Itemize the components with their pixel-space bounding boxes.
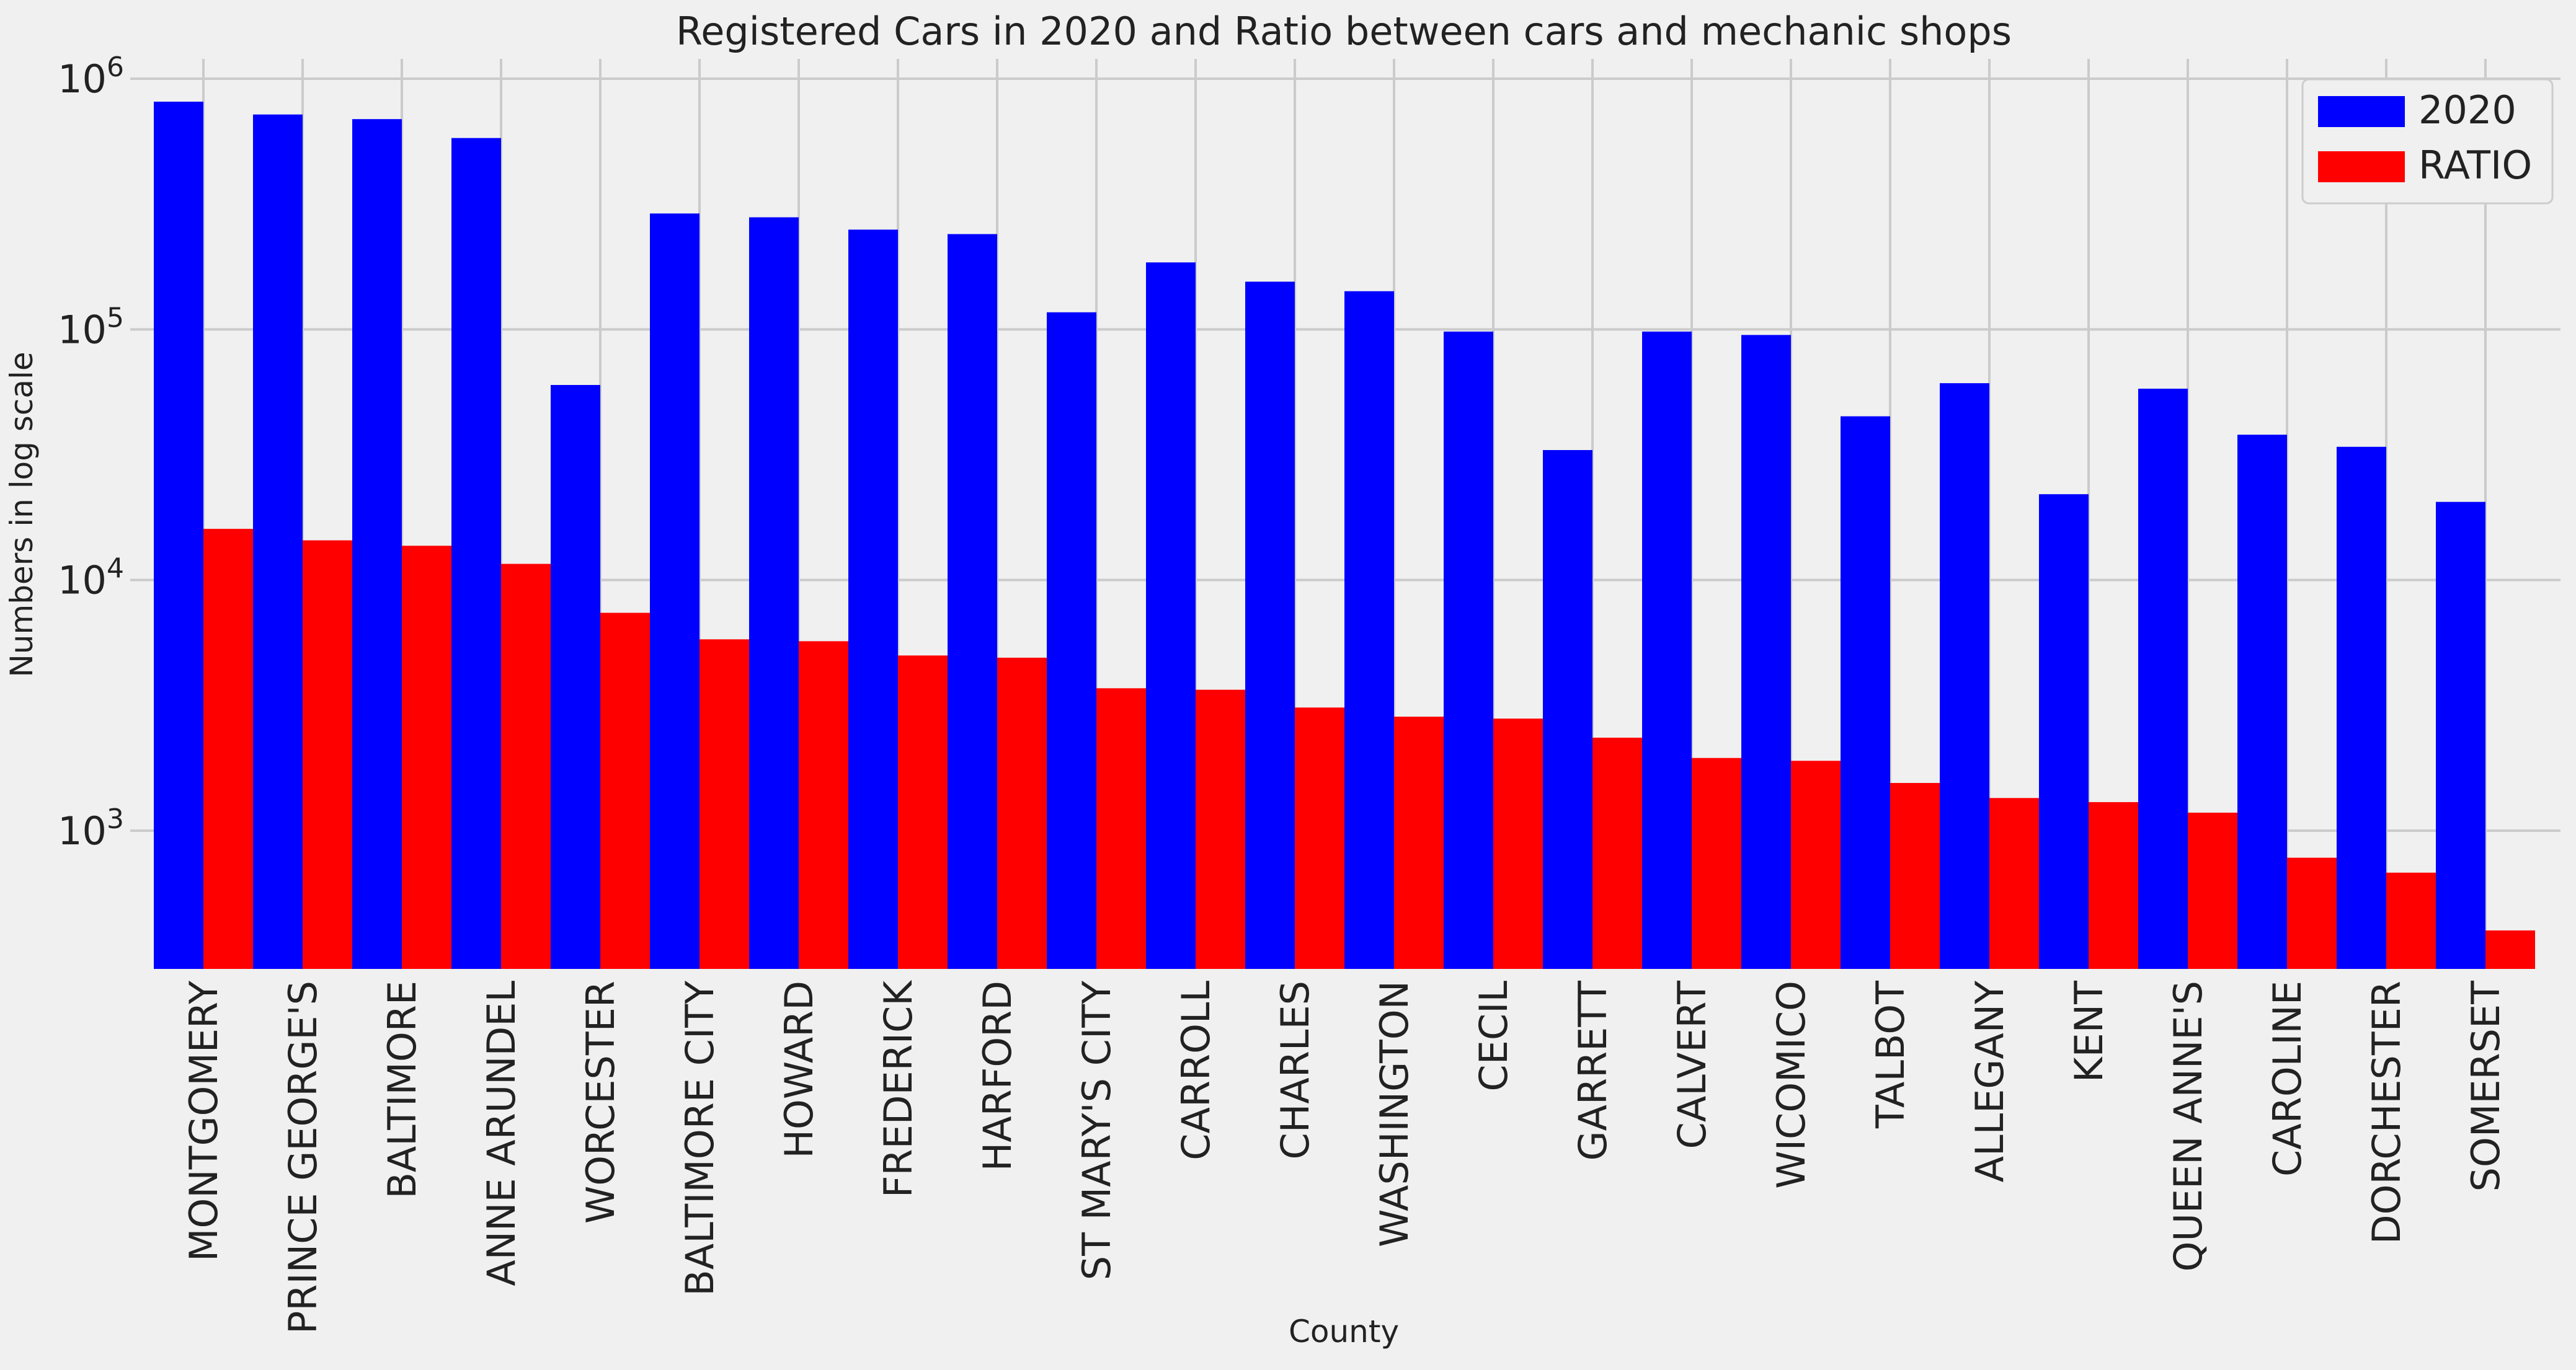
bar-series1 bbox=[352, 119, 402, 969]
x-tick-label: BALTIMORE bbox=[380, 981, 425, 1199]
y-tick-label: 104 bbox=[58, 553, 124, 603]
bar-series1 bbox=[1344, 291, 1394, 970]
x-tick-label: ST MARY'S CITY bbox=[1074, 981, 1119, 1280]
x-tick-label: WICOMICO bbox=[1769, 981, 1814, 1189]
legend-label: 2020 bbox=[2418, 87, 2516, 133]
bar-series1 bbox=[2237, 435, 2287, 969]
x-tick-label: WASHINGTON bbox=[1372, 981, 1417, 1247]
bar-series2 bbox=[600, 612, 650, 969]
x-axis-label: County bbox=[1289, 1314, 1399, 1350]
bar-series1 bbox=[2138, 388, 2188, 969]
x-tick-label: TALBOT bbox=[1868, 980, 1913, 1129]
bar-series1 bbox=[154, 102, 203, 969]
bar-series2 bbox=[997, 657, 1047, 969]
bar-series2 bbox=[1989, 798, 2039, 969]
bars bbox=[154, 102, 2535, 970]
x-tick-label: BALTIMORE CITY bbox=[677, 981, 722, 1296]
bar-series1 bbox=[2039, 494, 2089, 969]
y-axis-label: Numbers in log scale bbox=[4, 351, 40, 677]
x-tick-label: HOWARD bbox=[776, 981, 822, 1159]
bar-series2 bbox=[799, 641, 848, 969]
chart-title: Registered Cars in 2020 and Ratio betwee… bbox=[676, 9, 2012, 54]
bar-series1 bbox=[2337, 446, 2386, 969]
x-tick-label: CHARLES bbox=[1272, 981, 1318, 1159]
bar-series1 bbox=[650, 213, 700, 970]
x-tick-label: MONTGOMERY bbox=[181, 981, 226, 1262]
x-tick-label: FREDERICK bbox=[876, 980, 921, 1198]
bar-series2 bbox=[2485, 930, 2535, 969]
x-tick-label: SOMERSET bbox=[2463, 980, 2508, 1191]
y-tick-label: 105 bbox=[58, 302, 124, 352]
bar-series1 bbox=[749, 217, 799, 969]
bar-series2 bbox=[1791, 761, 1841, 969]
bar-series1 bbox=[848, 229, 898, 970]
bar-series1 bbox=[1543, 450, 1592, 969]
x-tick-label: PRINCE GEORGE'S bbox=[280, 981, 326, 1334]
x-tick-label: CALVERT bbox=[1669, 980, 1715, 1149]
bar-series2 bbox=[1196, 689, 1245, 969]
x-tick-label: CARROLL bbox=[1173, 981, 1219, 1160]
x-tick-label: ALLEGANY bbox=[1967, 981, 2012, 1183]
bar-series2 bbox=[1096, 688, 1146, 969]
bar-series2 bbox=[2287, 857, 2337, 969]
bar-series1 bbox=[451, 138, 501, 970]
bar-series2 bbox=[2188, 812, 2237, 969]
bar-series2 bbox=[1394, 717, 1444, 969]
bar-series1 bbox=[2436, 502, 2485, 969]
bar-series2 bbox=[1890, 783, 1940, 969]
bar-series2 bbox=[1295, 707, 1344, 969]
legend: 2020 RATIO bbox=[2301, 78, 2554, 205]
bar-series1 bbox=[551, 385, 600, 969]
x-tick-label: HARFORD bbox=[975, 981, 1020, 1171]
bar-series1 bbox=[1444, 331, 1493, 970]
bar-series1 bbox=[253, 114, 303, 970]
x-tick-label: CECIL bbox=[1471, 981, 1516, 1092]
bar-series2 bbox=[700, 639, 749, 969]
y-tick-label: 103 bbox=[58, 803, 124, 854]
legend-swatch bbox=[2318, 151, 2405, 182]
x-tick-labels: MONTGOMERY PRINCE GEORGE'S BALTIMORE ANNE A… bbox=[181, 980, 2508, 1334]
bar-series2 bbox=[1493, 718, 1543, 969]
x-tick-label: ANNE ARUNDEL bbox=[479, 981, 524, 1286]
bar-series1 bbox=[1146, 262, 1196, 969]
y-tick-labels: 103 104 105 106 bbox=[58, 51, 124, 854]
bar-series2 bbox=[898, 655, 948, 969]
bar-series1 bbox=[1245, 281, 1295, 970]
bar-series2 bbox=[501, 563, 551, 969]
bar-series2 bbox=[203, 529, 253, 969]
x-tick-label: QUEEN ANNE'S bbox=[2165, 981, 2211, 1271]
bar-series2 bbox=[2386, 872, 2436, 969]
legend-swatch bbox=[2318, 96, 2405, 127]
bar-series2 bbox=[303, 540, 352, 969]
x-tick-label: CAROLINE bbox=[2265, 981, 2310, 1177]
bar-series1 bbox=[1841, 416, 1890, 969]
bar-series2 bbox=[1592, 737, 1642, 969]
y-tick-label: 106 bbox=[58, 51, 124, 102]
legend-label: RATIO bbox=[2418, 143, 2532, 188]
x-tick-label: GARRETT bbox=[1570, 980, 1615, 1161]
x-tick-label: KENT bbox=[2066, 980, 2112, 1082]
bar-series2 bbox=[1692, 758, 1741, 969]
bar-series1 bbox=[1047, 312, 1096, 969]
bar-series1 bbox=[1741, 335, 1791, 969]
x-tick-label: DORCHESTER bbox=[2364, 981, 2409, 1244]
bar-series1 bbox=[948, 234, 997, 969]
x-tick-label: WORCESTER bbox=[578, 981, 623, 1224]
bar-series2 bbox=[402, 546, 451, 969]
bar-series1 bbox=[1642, 331, 1692, 970]
bar-series2 bbox=[2089, 802, 2138, 969]
bar-series1 bbox=[1940, 383, 1989, 969]
